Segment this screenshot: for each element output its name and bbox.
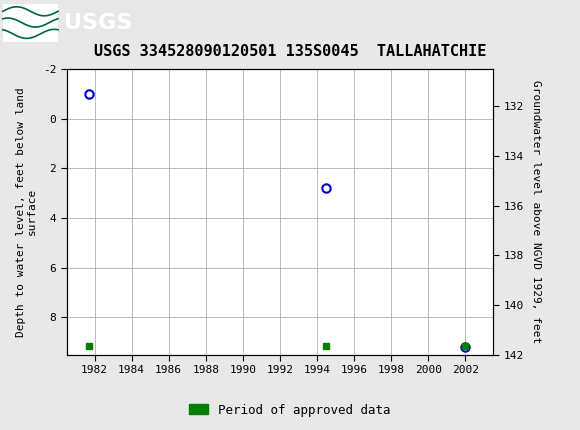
Text: USGS 334528090120501 135S0045  TALLAHATCHIE: USGS 334528090120501 135S0045 TALLAHATCH… [94,44,486,59]
Bar [3,3,58,42]
Legend: Period of approved data: Period of approved data [184,399,396,421]
Text: USGS: USGS [64,12,132,33]
Y-axis label: Groundwater level above NGVD 1929, feet: Groundwater level above NGVD 1929, feet [531,80,541,344]
Y-axis label: Depth to water level, feet below land
surface: Depth to water level, feet below land su… [16,87,37,337]
